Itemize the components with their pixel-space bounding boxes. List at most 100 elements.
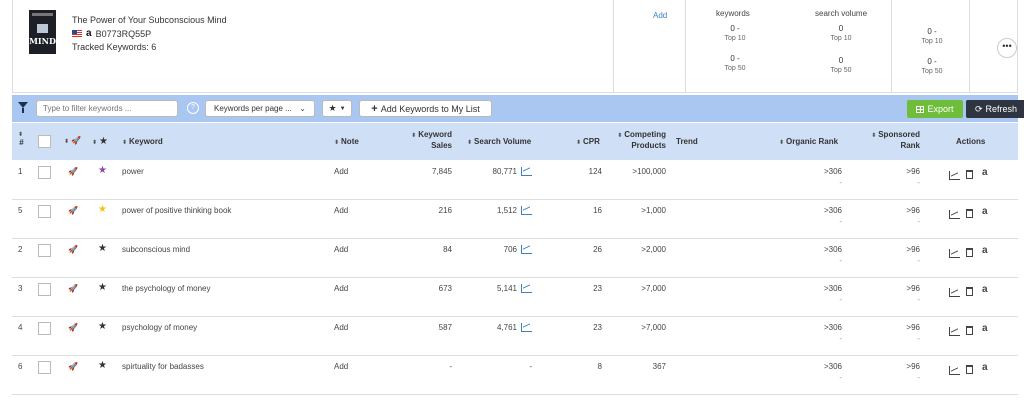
rocket-icon[interactable]: 🚀: [68, 245, 78, 254]
sponsored-rank-value: >96: [906, 323, 920, 332]
delete-icon[interactable]: [966, 209, 973, 220]
keyword-text[interactable]: power: [122, 167, 144, 176]
kw-top10-stat: 0 - Top 10: [724, 24, 746, 42]
sponsored-rank-value: >96: [906, 245, 920, 254]
delete-icon[interactable]: [966, 287, 973, 298]
product-title[interactable]: The Power of Your Subconscious Mind: [72, 15, 227, 25]
trend-chart-icon[interactable]: [521, 245, 532, 255]
organic-rank-value: >306: [823, 206, 842, 215]
rocket-icon[interactable]: 🚀: [68, 167, 78, 176]
select-all-checkbox[interactable]: [38, 135, 51, 148]
sponsored-rank-value: >96: [906, 284, 920, 293]
sponsored-rank-value: >96: [906, 206, 920, 215]
col-search-volume[interactable]: ⬍ Search Volume: [467, 137, 532, 146]
add-note-link[interactable]: Add: [334, 284, 349, 293]
amazon-search-icon[interactable]: a: [982, 206, 988, 217]
search-volume-value: 5,141: [472, 284, 532, 294]
keyword-text[interactable]: the psychology of money: [122, 284, 211, 293]
col-keyword[interactable]: ⬍ Keyword: [122, 137, 163, 146]
cpr-value: 8: [597, 362, 602, 371]
delete-icon[interactable]: [966, 326, 973, 337]
help-icon[interactable]: ?: [187, 102, 199, 114]
filter-icon[interactable]: [18, 102, 28, 113]
add-keywords-button[interactable]: + Add Keywords to My List: [359, 100, 492, 117]
col-number[interactable]: ⬍ #: [18, 132, 24, 147]
star-icon[interactable]: ★: [98, 282, 107, 293]
view-chart-icon[interactable]: [949, 327, 960, 338]
view-chart-icon[interactable]: [949, 366, 960, 377]
keyword-text[interactable]: spirtuality for badasses: [122, 362, 204, 371]
export-button[interactable]: Export: [907, 100, 963, 118]
refresh-button[interactable]: ⟳ Refresh: [966, 100, 1024, 118]
chevron-down-icon: ⌄: [299, 104, 306, 113]
view-chart-icon[interactable]: [949, 171, 960, 182]
sort-icon: ⬍: [871, 133, 877, 139]
col-keyword-sales[interactable]: ⬍ Keyword Sales: [411, 130, 452, 150]
delete-icon[interactable]: [966, 248, 973, 259]
add-note-link[interactable]: Add: [653, 11, 668, 20]
table-row: 5 🚀 ★ power of positive thinking book Ad…: [12, 200, 1018, 239]
col-cpr[interactable]: ⬍ CPR: [576, 137, 600, 146]
delete-icon[interactable]: [966, 170, 973, 181]
amazon-search-icon[interactable]: a: [982, 167, 988, 178]
amazon-icon[interactable]: a: [86, 28, 92, 39]
rocket-icon[interactable]: 🚀: [68, 206, 78, 215]
col-competing-products[interactable]: ⬍ Competing Products: [617, 130, 666, 150]
col-sponsored-rank[interactable]: ⬍ Sponsored Rank: [871, 130, 920, 150]
star-icon[interactable]: ★: [98, 204, 107, 215]
col-organic-rank[interactable]: ⬍ Organic Rank: [779, 137, 839, 146]
rocket-icon[interactable]: 🚀: [68, 323, 78, 332]
row-checkbox[interactable]: [38, 361, 51, 374]
add-note-link[interactable]: Add: [334, 167, 349, 176]
organic-rank-change: -: [839, 295, 842, 304]
star-icon[interactable]: ★: [98, 165, 107, 176]
cpr-value: 124: [588, 167, 602, 176]
kw-top50-stat: 0 - Top 50: [724, 54, 746, 72]
trend-chart-icon[interactable]: [521, 167, 532, 177]
view-chart-icon[interactable]: [949, 210, 960, 221]
row-checkbox[interactable]: [38, 244, 51, 257]
keyword-text[interactable]: psychology of money: [122, 323, 198, 332]
add-note-link[interactable]: Add: [334, 323, 349, 332]
keyword-text[interactable]: subconscious mind: [122, 245, 191, 254]
row-checkbox[interactable]: [38, 283, 51, 296]
col-star[interactable]: ⬍ ★: [92, 136, 108, 147]
star-icon[interactable]: ★: [98, 243, 107, 254]
table-row: 2 🚀 ★ subconscious mind Add 84 706 26 >2…: [12, 239, 1018, 278]
amazon-search-icon[interactable]: a: [982, 284, 988, 295]
star-icon[interactable]: ★: [98, 360, 107, 371]
add-note-link[interactable]: Add: [334, 245, 349, 254]
row-checkbox[interactable]: [38, 322, 51, 335]
trend-chart-icon[interactable]: [521, 284, 532, 294]
star-filter-dropdown[interactable]: ★ ▼: [322, 100, 352, 117]
amazon-search-icon[interactable]: a: [982, 323, 988, 334]
sponsored-rank-value: >96: [906, 167, 920, 176]
amazon-search-icon[interactable]: a: [982, 245, 988, 256]
view-chart-icon[interactable]: [949, 249, 960, 260]
trend-chart-icon[interactable]: [521, 206, 532, 216]
col-note[interactable]: ⬍ Note: [334, 137, 359, 146]
book-cover-image[interactable]: MIND: [29, 10, 56, 54]
star-icon: ★: [328, 103, 337, 113]
cpr-value: 16: [593, 206, 602, 215]
add-note-link[interactable]: Add: [334, 206, 349, 215]
delete-icon[interactable]: [966, 365, 973, 376]
organic-rank-change: -: [839, 256, 842, 265]
row-checkbox[interactable]: [38, 166, 51, 179]
keyword-sales-value: 84: [443, 245, 452, 254]
trend-chart-icon[interactable]: [521, 323, 532, 333]
col-rocket[interactable]: ⬍ 🚀: [64, 136, 81, 145]
view-chart-icon[interactable]: [949, 288, 960, 299]
more-options-button[interactable]: •••: [997, 38, 1017, 58]
keywords-per-page-select[interactable]: Keywords per page ... ⌄: [205, 100, 315, 117]
amazon-search-icon[interactable]: a: [982, 362, 988, 373]
keyword-filter-input[interactable]: [36, 100, 178, 117]
star-icon[interactable]: ★: [98, 321, 107, 332]
rank-top10-stat: 0 - Top 10: [921, 27, 943, 45]
rocket-icon[interactable]: 🚀: [68, 362, 78, 371]
keyword-text[interactable]: power of positive thinking book: [122, 206, 232, 215]
sv-top50-stat: 0 Top 50: [830, 56, 852, 74]
rocket-icon[interactable]: 🚀: [68, 284, 78, 293]
add-note-link[interactable]: Add: [334, 362, 349, 371]
row-checkbox[interactable]: [38, 205, 51, 218]
